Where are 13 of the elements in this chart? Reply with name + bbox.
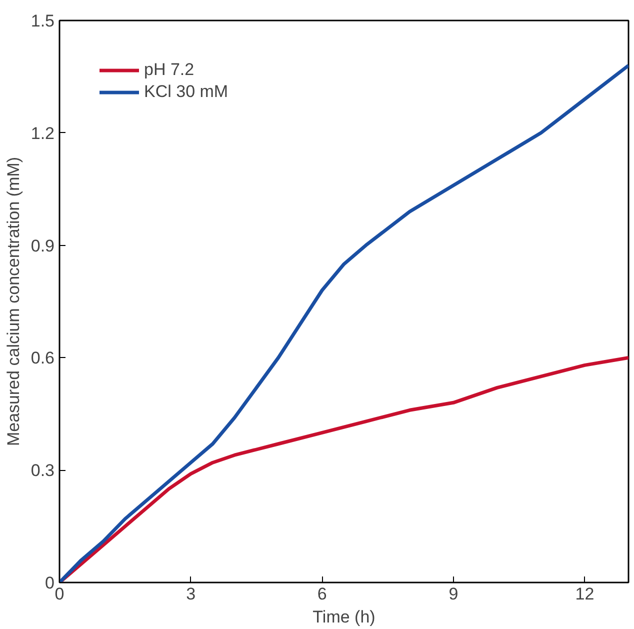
x-axis-title: Time (h): [312, 608, 376, 626]
y-tick-label: 0.3: [30, 461, 55, 480]
x-tick-label: 6: [317, 584, 327, 604]
x-tick-label: 3: [186, 584, 196, 604]
y-tick-label: 0.6: [30, 348, 55, 368]
y-tick-label: 0.9: [30, 236, 55, 256]
y-axis-title: Measured calcium concentration (mM): [4, 156, 23, 446]
legend-label: pH 7.2: [144, 60, 194, 80]
y-tick-label: 1.5: [30, 12, 55, 30]
x-tick-label: 12: [575, 584, 594, 604]
y-tick-label: 1.2: [30, 124, 55, 143]
x-tick-label: 9: [448, 584, 458, 604]
legend-label: KCl 30 mM: [144, 82, 228, 102]
